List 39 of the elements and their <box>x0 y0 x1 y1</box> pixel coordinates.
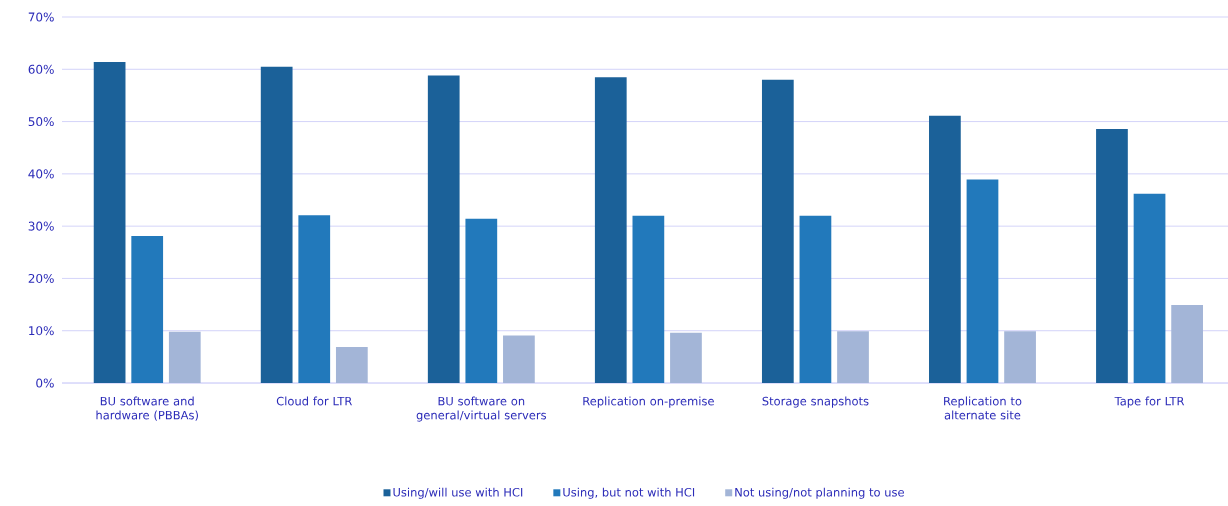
x-tick-label: BU software and hardware (PBBAs) <box>96 396 198 421</box>
y-tick-label: 30% <box>28 221 54 231</box>
bar <box>799 215 832 383</box>
y-tick-label: 70% <box>28 12 54 22</box>
bar <box>929 115 961 383</box>
y-tick-label: 0% <box>36 378 54 388</box>
y-tick-label: 40% <box>28 169 54 179</box>
legend-label: Using/will use with HCI <box>393 487 523 499</box>
x-tick-label: Storage snapshots <box>762 396 869 408</box>
x-tick-label: Cloud for LTR <box>276 396 353 406</box>
bar <box>503 335 535 383</box>
x-tick-label: Replication on-premise <box>583 396 714 408</box>
y-tick-label: 10% <box>29 326 54 336</box>
bar <box>1133 193 1166 383</box>
bar <box>427 75 460 383</box>
bar <box>1004 331 1036 383</box>
legend-label: Not using/not planning to use <box>735 487 904 499</box>
y-tick-label: 50% <box>28 117 54 127</box>
bar <box>632 215 665 383</box>
bar <box>465 218 498 383</box>
y-tick-label: 60% <box>28 64 54 74</box>
bar <box>298 215 331 383</box>
bar <box>168 331 201 383</box>
legend-label: Using, but not with HCI <box>563 487 695 499</box>
bar <box>335 346 368 383</box>
bar <box>93 61 126 383</box>
y-tick-label: 20% <box>28 273 54 283</box>
bar <box>260 66 293 383</box>
bar <box>594 77 627 383</box>
x-tick-label: Tape for LTR <box>1114 396 1185 408</box>
bar <box>761 79 794 383</box>
bar <box>670 332 702 383</box>
bar <box>1171 305 1203 383</box>
bar <box>131 236 164 383</box>
x-tick-label: Replication to alternate site <box>944 396 1022 420</box>
bar <box>837 331 869 383</box>
bar <box>966 179 999 383</box>
bar <box>1096 128 1128 383</box>
x-tick-label: BU software on general/virtual servers <box>416 396 547 422</box>
